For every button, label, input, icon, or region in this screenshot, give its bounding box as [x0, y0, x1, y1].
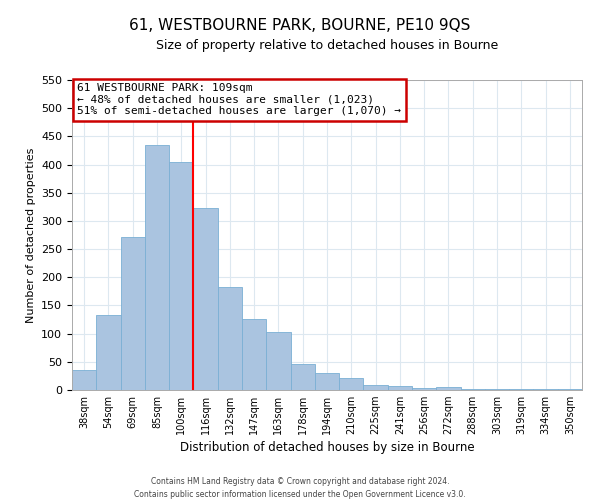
Bar [290, 364, 315, 390]
Bar [266, 332, 290, 390]
Bar [461, 389, 485, 390]
Bar [96, 315, 121, 390]
Bar [72, 370, 96, 390]
Bar [169, 162, 193, 390]
Bar [364, 386, 388, 390]
X-axis label: Distribution of detached houses by size in Bourne: Distribution of detached houses by size … [179, 442, 475, 454]
Text: Contains HM Land Registry data © Crown copyright and database right 2024.: Contains HM Land Registry data © Crown c… [151, 478, 449, 486]
Y-axis label: Number of detached properties: Number of detached properties [26, 148, 35, 322]
Text: Contains public sector information licensed under the Open Government Licence v3: Contains public sector information licen… [134, 490, 466, 499]
Bar [436, 387, 461, 390]
Bar [242, 319, 266, 390]
Bar [193, 208, 218, 390]
Text: 61 WESTBOURNE PARK: 109sqm
← 48% of detached houses are smaller (1,023)
51% of s: 61 WESTBOURNE PARK: 109sqm ← 48% of deta… [77, 83, 401, 116]
Bar [121, 236, 145, 390]
Text: 61, WESTBOURNE PARK, BOURNE, PE10 9QS: 61, WESTBOURNE PARK, BOURNE, PE10 9QS [130, 18, 470, 32]
Bar [339, 378, 364, 390]
Bar [145, 145, 169, 390]
Bar [218, 288, 242, 390]
Title: Size of property relative to detached houses in Bourne: Size of property relative to detached ho… [156, 40, 498, 52]
Bar [388, 386, 412, 390]
Bar [412, 388, 436, 390]
Bar [315, 373, 339, 390]
